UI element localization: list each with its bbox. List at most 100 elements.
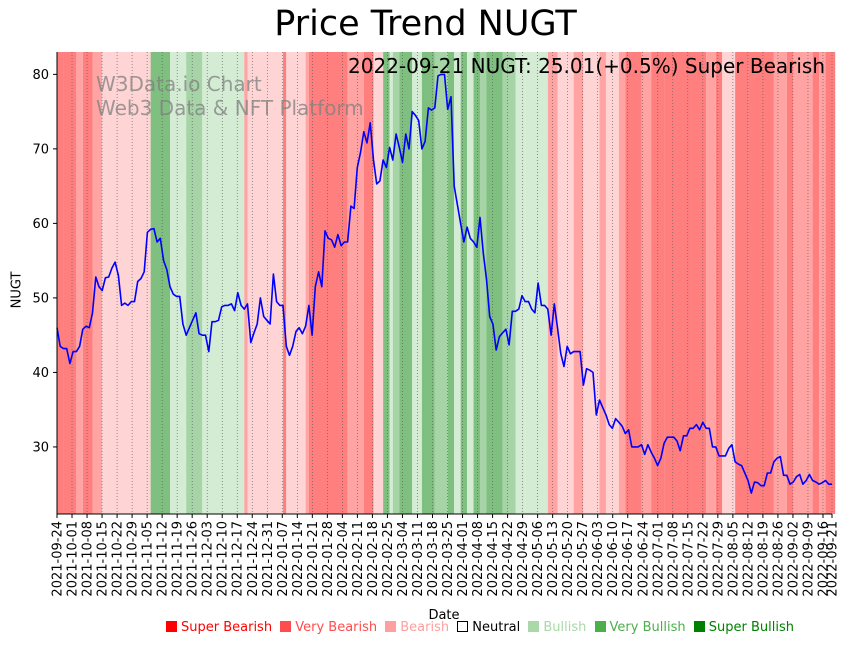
- sentiment-band-bearish: [583, 52, 600, 514]
- x-tick-label: 2022-04-22: [501, 521, 516, 597]
- legend-item-super-bearish: Super Bearish: [166, 620, 272, 635]
- x-tick-label: 2022-06-10: [606, 521, 621, 597]
- sentiment-band-super-bullish: [421, 52, 435, 514]
- x-tick-label: 2021-10-08: [81, 521, 96, 597]
- sentiment-band-very-bearish: [819, 52, 826, 514]
- sentiment-band-very-bearish: [573, 52, 584, 514]
- x-axis-label: Date: [428, 608, 460, 623]
- legend-label: Neutral: [472, 620, 521, 635]
- x-tick-label: 2022-05-20: [561, 521, 576, 597]
- sentiment-band-very-bearish: [706, 52, 716, 514]
- x-tick-label: 2021-12-24: [246, 521, 261, 597]
- sentiment-band-super-bearish: [825, 52, 836, 514]
- x-tick-label: 2022-09-02: [786, 521, 801, 597]
- x-tick-label: 2022-04-08: [471, 521, 486, 597]
- sentiment-band-bullish: [170, 52, 187, 514]
- legend-swatch: [594, 621, 606, 632]
- sentiment-band-bullish: [202, 52, 245, 514]
- vertical-gridlines: [56, 52, 833, 514]
- x-tick-label: 2022-06-03: [591, 521, 606, 597]
- x-tick-label: 2022-06-24: [636, 521, 651, 597]
- sentiment-band-bullish: [412, 52, 422, 514]
- legend-label: Very Bullish: [609, 620, 686, 635]
- sentiment-band-super-bullish: [383, 52, 390, 514]
- sentiment-band-very-bearish: [773, 52, 787, 514]
- sentiment-band-very-bullish: [392, 52, 400, 514]
- y-axis-label: NUGT: [9, 271, 25, 309]
- sentiment-band-very-bearish: [793, 52, 813, 514]
- x-axis-ticks: 2021-09-24 2021-10-01 2021-10-08 2021-10-15…: [51, 514, 841, 597]
- x-tick-label: 2022-03-11: [411, 521, 426, 597]
- sentiment-band-super-bullish: [473, 52, 481, 514]
- x-tick-label: 2022-08-12: [741, 521, 756, 597]
- legend-item-neutral: Neutral: [457, 620, 520, 635]
- y-axis-ticks: 30 40 50 60 70 80: [32, 68, 57, 455]
- x-tick-label: 2022-09-21: [826, 521, 841, 597]
- sentiment-band-bullish: [515, 52, 526, 514]
- legend-label: Bearish: [400, 620, 450, 635]
- legend-swatch: [385, 621, 397, 632]
- x-tick-label: 2022-03-04: [396, 521, 411, 597]
- sentiment-band-bullish: [525, 52, 548, 514]
- x-tick-label: 2022-05-13: [546, 521, 561, 597]
- sentiment-band-very-bullish: [502, 52, 516, 514]
- x-tick-label: 2022-07-22: [696, 521, 711, 597]
- x-tick-label: 2022-01-28: [321, 521, 336, 597]
- legend-label: Bullish: [543, 620, 587, 635]
- legend-label: Very Bearish: [295, 620, 378, 635]
- x-tick-label: 2021-12-31: [261, 521, 276, 597]
- latest-price-info: 2022-09-21 NUGT: 25.01(+0.5%) Super Bear…: [348, 54, 825, 78]
- x-tick-label: 2022-09-16: [816, 521, 831, 597]
- sentiment-band-super-bullish: [486, 52, 503, 514]
- watermark-line-1: W3Data.io Chart: [96, 72, 262, 96]
- sentiment-band-bearish: [557, 52, 574, 514]
- x-tick-label: 2022-09-09: [801, 521, 816, 597]
- sentiment-band-super-bearish: [625, 52, 642, 514]
- x-tick-label: 2021-11-12: [156, 521, 171, 597]
- sentiment-band-very-bearish: [641, 52, 652, 514]
- sentiment-band-super-bearish: [63, 52, 77, 514]
- x-tick-label: 2022-02-25: [381, 521, 396, 597]
- sentiment-band-super-bearish: [363, 52, 374, 514]
- x-tick-label: 2022-03-25: [441, 521, 456, 597]
- legend-item-very-bullish: Very Bullish: [594, 620, 686, 635]
- x-tick-label: 2022-02-18: [366, 521, 381, 597]
- x-tick-label: 2022-08-19: [756, 521, 771, 597]
- legend-swatch: [693, 621, 705, 632]
- sentiment-band-super-bearish: [735, 52, 749, 514]
- sentiment-band-super-bearish: [715, 52, 723, 514]
- x-tick-label: 2021-10-01: [66, 521, 81, 597]
- sentiment-band-bearish: [247, 52, 284, 514]
- x-tick-label: 2022-05-27: [576, 521, 591, 597]
- watermark-line-2: Web3 Data & NFT Platform: [96, 96, 364, 120]
- legend-item-bearish: Bearish: [385, 620, 449, 635]
- chart-title: Price Trend NUGT: [274, 4, 577, 44]
- sentiment-band-bearish: [605, 52, 619, 514]
- legend-item-super-bullish: Super Bullish: [693, 620, 794, 635]
- price-line: [56, 73, 832, 494]
- sentiment-band-very-bearish: [599, 52, 606, 514]
- y-tick-label: 30: [32, 440, 49, 455]
- sentiment-band-very-bearish: [305, 52, 309, 514]
- x-tick-label: 2021-11-19: [171, 521, 186, 597]
- y-tick-label: 80: [32, 68, 49, 83]
- x-tick-label: 2022-02-04: [336, 521, 351, 597]
- sentiment-band-bearish: [286, 52, 306, 514]
- sentiment-band-bearish: [373, 52, 384, 514]
- sentiment-band-very-bullish: [434, 52, 448, 514]
- sentiment-band-super-bullish: [460, 52, 468, 514]
- x-tick-label: 2021-12-03: [201, 521, 216, 597]
- sentiment-regions: [57, 52, 836, 514]
- sentiment-band-super-bearish: [57, 52, 64, 514]
- x-tick-label: 2022-07-15: [681, 521, 696, 597]
- x-tick-label: 2021-10-29: [126, 521, 141, 597]
- legend-label: Super Bullish: [708, 620, 794, 635]
- x-tick-label: 2021-10-15: [96, 521, 111, 597]
- x-tick-label: 2022-01-14: [291, 521, 306, 597]
- price-series: [56, 73, 832, 494]
- x-tick-label: 2022-01-21: [306, 521, 321, 597]
- x-tick-label: 2022-08-26: [771, 521, 786, 597]
- sentiment-band-bullish: [467, 52, 474, 514]
- sentiment-band-very-bearish: [76, 52, 83, 514]
- x-tick-label: 2022-04-15: [486, 521, 501, 597]
